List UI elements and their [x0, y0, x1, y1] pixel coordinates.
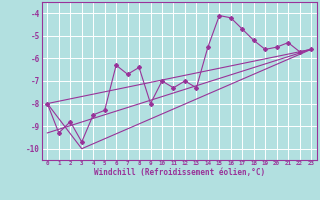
X-axis label: Windchill (Refroidissement éolien,°C): Windchill (Refroidissement éolien,°C): [94, 168, 265, 177]
